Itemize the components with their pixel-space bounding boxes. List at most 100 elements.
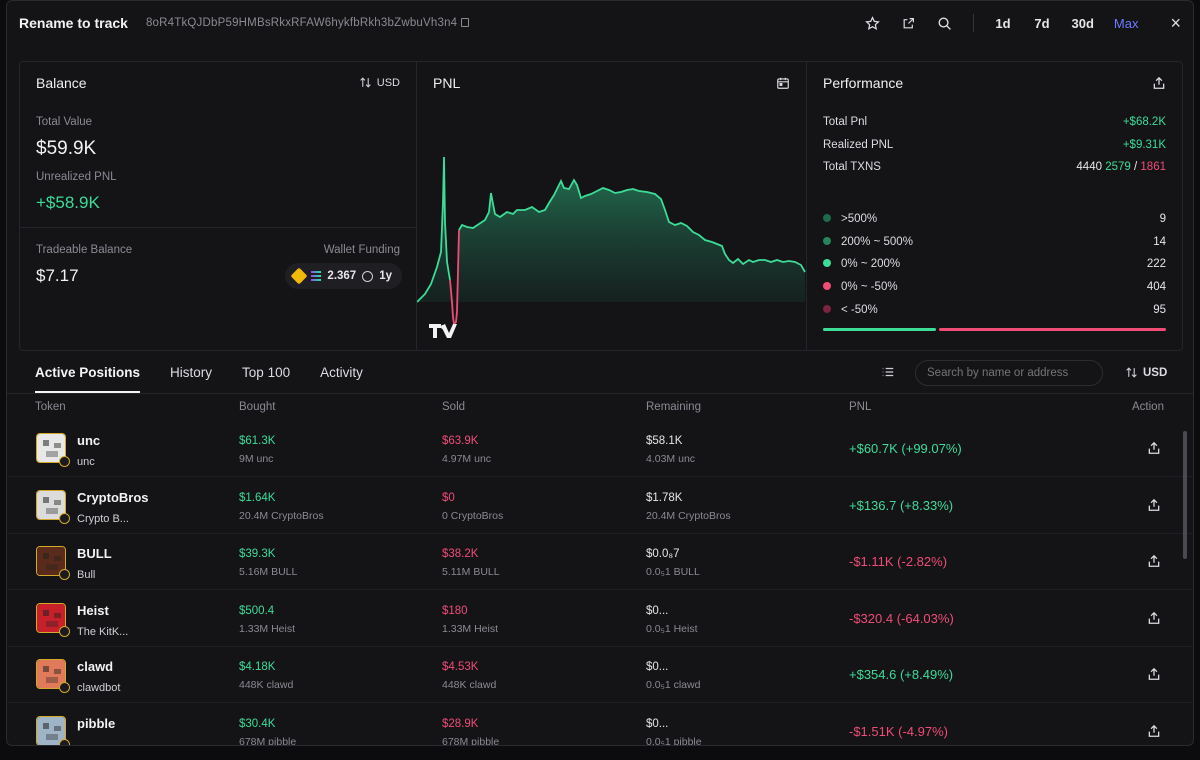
total-pnl-label: Total Pnl: [823, 116, 868, 128]
pnl-negative-dip: [449, 229, 460, 326]
token-name: Crypto B...: [77, 512, 129, 525]
token-name: Bull: [77, 569, 96, 581]
pnl-line: [417, 156, 806, 303]
tradeable-balance-label: Tradeable Balance: [36, 244, 133, 256]
share-icon[interactable]: [1152, 76, 1166, 90]
sold-amount: 448K clawd: [442, 679, 497, 691]
performance-title: Performance: [823, 75, 904, 91]
summary-panels: Balance USD Total Value $59.9K Unrealize…: [19, 61, 1183, 351]
col-sold[interactable]: Sold: [442, 401, 466, 413]
position-pnl: -$1.51K (-4.97%): [849, 723, 948, 739]
bought-amount: 1.33M Heist: [239, 622, 296, 635]
token-symbol[interactable]: Heist: [77, 602, 109, 618]
col-remaining[interactable]: Remaining: [646, 401, 701, 413]
sold-value: $4.53K: [442, 661, 479, 673]
remaining-amount: 0.0₅1 BULL: [646, 566, 700, 578]
bought-amount: 448K clawd: [239, 679, 294, 691]
bought-amount: 678M pibble: [239, 735, 297, 746]
pnl-chart: [417, 156, 806, 338]
bucket-dot: [823, 236, 831, 245]
position-row[interactable]: unc unc $61.3K 9M unc $63.9K 4.97M unc $58.1K 4…: [7, 421, 1193, 477]
copy-icon[interactable]: [461, 18, 470, 27]
pnl-area: [417, 157, 805, 302]
list-view-icon[interactable]: [881, 365, 895, 379]
bucket-dot: [823, 282, 831, 291]
txns-buys: 2579: [1105, 161, 1131, 173]
wallet-title[interactable]: Rename to track: [19, 15, 128, 31]
sold-value: $28.9K: [442, 717, 479, 730]
period-max[interactable]: Max: [1113, 15, 1139, 31]
position-row[interactable]: clawd clawdbot $4.18K 448K clawd $4.53K 448K …: [7, 647, 1193, 703]
period-1d[interactable]: 1d: [995, 15, 1011, 31]
pnl-bucket-row: < -50% 95: [823, 304, 1166, 316]
tab-top-100[interactable]: Top 100: [242, 365, 291, 380]
share-icon[interactable]: [1147, 554, 1161, 568]
share-icon[interactable]: [1147, 441, 1161, 455]
tab-active-positions[interactable]: Active Positions: [35, 361, 141, 393]
share-icon[interactable]: [1147, 724, 1161, 738]
token-symbol[interactable]: clawd: [77, 659, 114, 674]
bucket-label-text: 0% ~ 200%: [841, 258, 901, 271]
sold-amount: 1.33M Heist: [442, 622, 499, 635]
share-icon[interactable]: [1147, 611, 1161, 625]
bought-value: $4.18K: [239, 661, 276, 673]
bought-value: $1.64K: [239, 491, 276, 504]
share-icon[interactable]: [1147, 498, 1161, 512]
win-bar: [823, 328, 936, 331]
remaining-amount: 0.0₅1 clawd: [646, 679, 701, 691]
realized-pnl-value: +$9.31K: [1122, 139, 1166, 151]
chain-badge-icon: [59, 569, 70, 580]
search-icon[interactable]: [927, 8, 963, 38]
funding-age: 1y: [379, 270, 392, 282]
col-pnl[interactable]: PNL: [849, 401, 872, 413]
bnb-icon: [290, 267, 308, 285]
token-avatar[interactable]: [36, 489, 66, 520]
position-row[interactable]: BULL Bull $39.3K 5.16M BULL $38.2K 5.11M BULL…: [7, 534, 1193, 590]
token-avatar[interactable]: [36, 546, 66, 576]
tabs-divider: [7, 393, 1193, 394]
external-link-icon[interactable]: [891, 8, 927, 38]
pnl-bucket-label: 200% ~ 500%: [823, 236, 913, 248]
search-input[interactable]: [915, 360, 1103, 386]
sold-amount: 0 CryptoBros: [442, 509, 504, 522]
remaining-value: $0...: [646, 661, 669, 673]
remaining-value: $0.0₈7: [646, 548, 680, 560]
token-name: unc: [77, 456, 95, 468]
sold-value: $180: [442, 604, 468, 617]
col-bought[interactable]: Bought: [239, 401, 276, 413]
tab-history[interactable]: History: [170, 365, 213, 380]
share-icon[interactable]: [1147, 667, 1161, 681]
position-pnl: -$1.11K (-2.82%): [849, 554, 948, 569]
close-icon[interactable]: ×: [1170, 12, 1181, 33]
realized-pnl-row: Realized PNL +$9.31K: [823, 139, 1166, 151]
tradeable-balance-value: $7.17: [36, 266, 79, 285]
token-symbol[interactable]: BULL: [77, 546, 112, 561]
currency-toggle[interactable]: USD: [359, 76, 400, 89]
position-row[interactable]: pibble $30.4K 678M pibble $28.9K 678M pibble…: [7, 704, 1193, 746]
token-symbol[interactable]: pibble: [77, 715, 116, 731]
bucket-label-text: 200% ~ 500%: [841, 235, 913, 248]
pnl-panel: PNL: [417, 62, 807, 350]
star-icon[interactable]: [855, 8, 891, 38]
period-7d[interactable]: 7d: [1034, 15, 1050, 31]
currency-label: USD: [376, 76, 400, 89]
tab-activity[interactable]: Activity: [320, 365, 363, 380]
remaining-value: $0...: [646, 604, 669, 617]
wallet-address[interactable]: 8oR4TkQJDbP59HMBsRkxRFAW6hykfbRkh3bZwbuV…: [146, 17, 470, 29]
txns-sells: 1861: [1140, 161, 1166, 173]
position-pnl: +$136.7 (+8.33%): [849, 497, 954, 513]
table-currency-toggle[interactable]: USD: [1125, 366, 1167, 379]
token-symbol[interactable]: CryptoBros: [77, 489, 149, 505]
bucket-label-text: < -50%: [841, 303, 878, 316]
calendar-icon[interactable]: [776, 76, 790, 90]
position-row[interactable]: Heist The KitK... $500.4 1.33M Heist $180 1.3…: [7, 591, 1193, 647]
bought-value: $39.3K: [239, 548, 276, 560]
position-row[interactable]: CryptoBros Crypto B... $1.64K 20.4M CryptoB…: [7, 478, 1193, 534]
chain-badge-icon: [59, 512, 70, 524]
period-30d[interactable]: 30d: [1071, 15, 1094, 31]
col-token[interactable]: Token: [35, 401, 66, 413]
token-symbol[interactable]: unc: [77, 433, 101, 448]
solana-icon: [311, 271, 322, 281]
wallet-funding-chip[interactable]: 2.367 1y: [285, 263, 402, 289]
table-scrollbar[interactable]: [1183, 431, 1187, 559]
